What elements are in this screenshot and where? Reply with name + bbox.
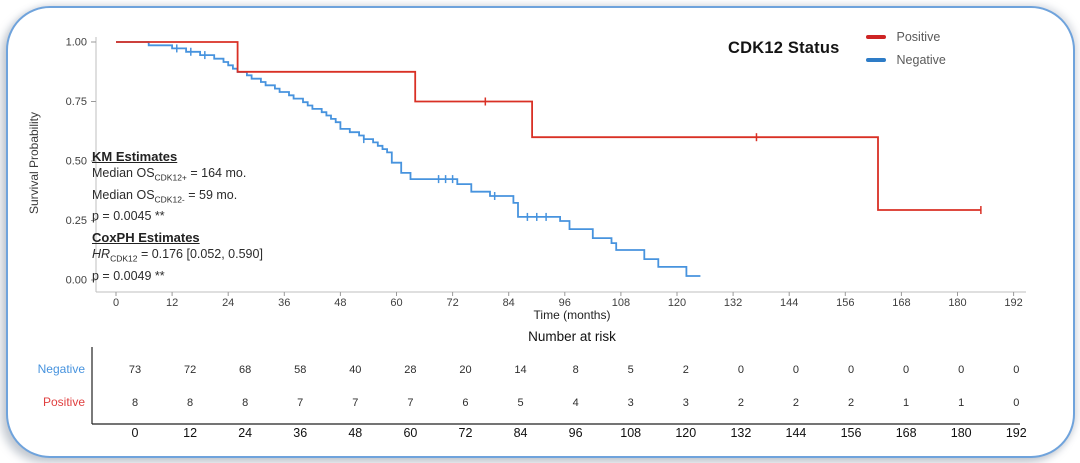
legend-title: CDK12 Status (728, 39, 840, 57)
legend: CDK12 Status Positive Negative (728, 30, 946, 67)
risk-row-label-positive: Positive (42, 395, 85, 409)
coxph-estimates-block: CoxPH Estimates HRCDK12 = 0.176 [0.052, … (92, 229, 263, 285)
km-p-value: p = 0.0045 ** (92, 209, 165, 223)
coxph-p-value: p = 0.0049 ** (92, 268, 165, 283)
risk-table-title: Number at risk (528, 329, 616, 344)
positive-swatch-icon (865, 34, 886, 40)
negative-swatch-icon (865, 57, 886, 63)
km-estimates-title: KM Estimates (92, 149, 178, 164)
legend-label-negative: Negative (896, 53, 946, 67)
km-median-positive: Median OSCDK12+ = 164 mo. (92, 166, 247, 183)
legend-item-positive: Positive (865, 30, 946, 44)
coxph-estimates-title: CoxPH Estimates (92, 230, 200, 245)
y-axis-title: Survival Probability (27, 111, 41, 215)
coxph-hr-line: HRCDK12 = 0.176 [0.052, 0.590] (92, 247, 263, 264)
km-estimates-block: KM Estimates Median OSCDK12+ = 164 mo. M… (92, 148, 246, 225)
legend-item-negative: Negative (865, 53, 946, 67)
km-median-negative: Median OSCDK12- = 59 mo. (92, 187, 238, 205)
legend-items: Positive Negative (865, 30, 946, 67)
x-axis-title: Time (months) (533, 308, 611, 322)
legend-label-positive: Positive (896, 30, 941, 44)
risk-row-label-negative: Negative (37, 362, 85, 376)
